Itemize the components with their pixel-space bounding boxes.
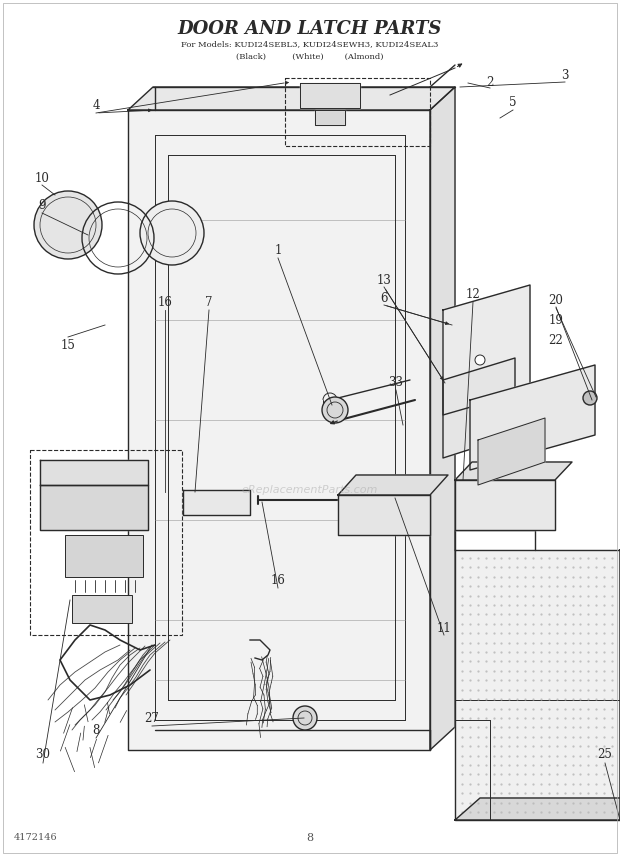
Polygon shape [128, 87, 455, 110]
Text: 6: 6 [380, 292, 388, 305]
Polygon shape [470, 365, 595, 470]
Text: 10: 10 [35, 171, 50, 185]
Text: For Models: KUDI24SEBL3, KUDI24SEWH3, KUDI24SEAL3: For Models: KUDI24SEBL3, KUDI24SEWH3, KU… [181, 40, 439, 48]
Polygon shape [300, 83, 360, 108]
Circle shape [293, 706, 317, 730]
Circle shape [140, 201, 204, 265]
Polygon shape [478, 418, 545, 485]
Text: 16: 16 [157, 296, 172, 310]
Text: 13: 13 [376, 274, 391, 287]
Text: DOOR AND LATCH PARTS: DOOR AND LATCH PARTS [178, 20, 442, 38]
Text: 25: 25 [598, 748, 613, 762]
Bar [65, 535, 143, 577]
Text: 8: 8 [92, 723, 100, 736]
Text: 27: 27 [144, 711, 159, 724]
Polygon shape [128, 110, 430, 750]
Circle shape [322, 397, 348, 423]
Bar [72, 595, 132, 623]
Bar [285, 78, 430, 146]
Polygon shape [338, 495, 430, 535]
Circle shape [475, 355, 485, 365]
Text: 2: 2 [486, 75, 494, 88]
Polygon shape [315, 110, 345, 125]
Polygon shape [443, 285, 530, 415]
Polygon shape [443, 358, 515, 458]
Text: 7: 7 [205, 296, 213, 310]
Circle shape [34, 191, 102, 259]
Polygon shape [40, 460, 148, 485]
Text: 8: 8 [306, 833, 314, 843]
Polygon shape [183, 490, 250, 515]
Bar [30, 450, 182, 635]
Text: 4: 4 [92, 98, 100, 111]
Polygon shape [40, 485, 148, 530]
Polygon shape [455, 550, 620, 820]
Polygon shape [338, 475, 448, 495]
Text: (Black)          (White)        (Almond): (Black) (White) (Almond) [236, 53, 384, 61]
Polygon shape [455, 462, 572, 480]
Polygon shape [430, 87, 455, 750]
Text: 19: 19 [549, 313, 564, 326]
Text: 30: 30 [35, 748, 50, 762]
Text: 20: 20 [549, 294, 564, 306]
Text: 1: 1 [274, 243, 281, 257]
Text: 3: 3 [561, 68, 569, 81]
Text: 5: 5 [509, 96, 516, 109]
Text: 15: 15 [61, 338, 76, 352]
Text: 9: 9 [38, 199, 46, 211]
Text: 12: 12 [466, 288, 480, 301]
Text: 16: 16 [270, 574, 285, 586]
Polygon shape [455, 798, 620, 820]
Polygon shape [455, 480, 555, 530]
Text: 33: 33 [389, 376, 404, 389]
Text: 22: 22 [549, 334, 564, 347]
Text: 11: 11 [436, 621, 451, 634]
Text: eReplacementParts.com: eReplacementParts.com [242, 485, 378, 495]
Circle shape [583, 391, 597, 405]
Text: 4172146: 4172146 [14, 834, 58, 842]
